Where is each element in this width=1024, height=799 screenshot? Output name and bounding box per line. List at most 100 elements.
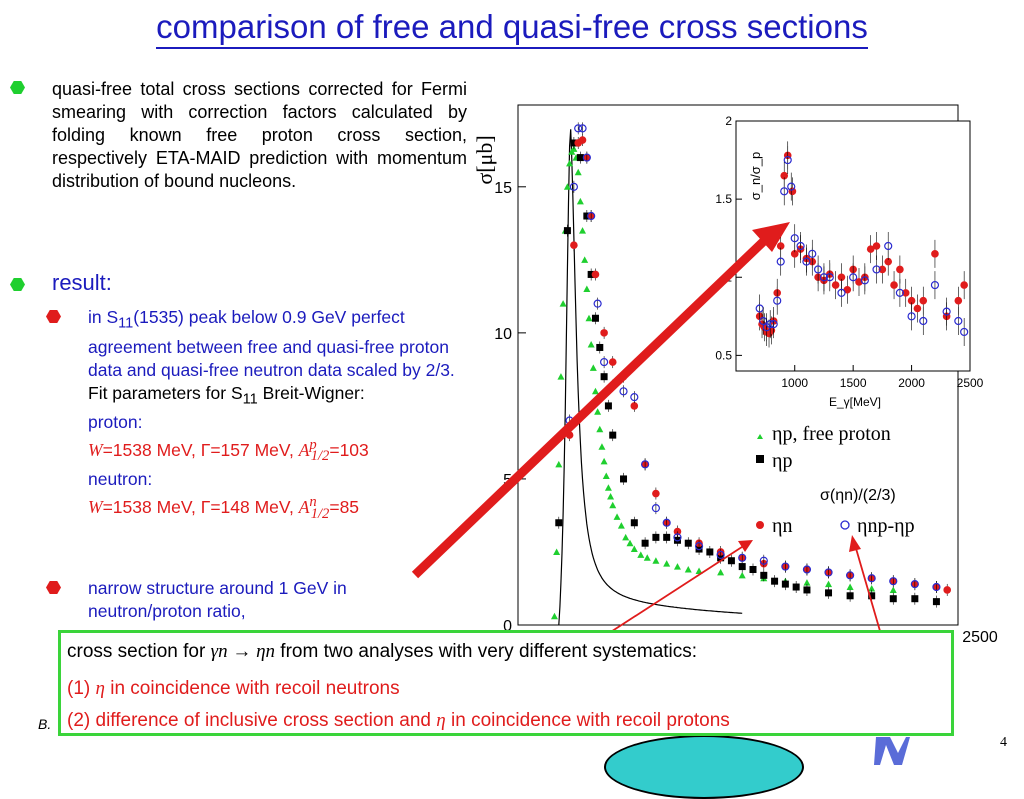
legend-etap: ηp [772,450,792,472]
main-point-0-48 [889,586,897,593]
figure-svg: σ[μb] 051015 2500 0.511.5210001500200025… [411,104,998,718]
inset-xtick-label: 2500 [957,376,984,390]
main-point-0-25 [604,484,612,491]
main-point-0-3 [557,373,565,380]
main-point-3-21 [824,568,833,577]
main-point-1-30 [846,592,854,600]
main-point-2-6 [591,270,600,279]
main-point-0-15 [583,285,591,293]
main-point-3-1 [569,182,578,191]
main-point-3-11 [641,460,650,469]
main-point-3-17 [738,553,747,562]
main-point-0-19 [591,387,599,395]
inset-point-1-21 [884,241,893,251]
legend: ηp, free proton ηp σ(ηn)/(2/3) ηn ηnp-ηp [756,423,915,537]
inset-point-0-21 [843,285,852,294]
main-point-1-14 [652,533,660,541]
legend-scaling: σ(ηn)/(2/3) [820,487,896,504]
main-point-1-34 [932,598,940,606]
inset-ytick-label: 2 [725,114,732,128]
main-point-1-8 [600,373,608,381]
main-point-2-10 [630,402,639,410]
inset-point-1-24 [919,316,928,326]
inset-point-1-14 [814,265,823,274]
main-point-0-6 [563,183,571,190]
main-point-1-0 [555,519,563,527]
main-ytick-label: 10 [494,326,512,343]
inset-point-1-8 [783,155,792,165]
main-point-1-21 [727,557,735,565]
main-point-0-32 [630,545,638,553]
inset-point-1-15 [819,273,829,282]
main-point-0-16 [585,314,593,322]
legend-marker-etap [756,455,764,463]
inset-xlabel: E_γ[MeV] [829,395,881,409]
logo-icon [874,737,910,765]
inset-point-0-19 [831,281,840,289]
inset-ytick-label: 1.5 [715,192,732,206]
main-point-1-23 [749,565,757,573]
main-ytick-label: 15 [494,180,512,197]
main-point-1-11 [620,475,628,483]
main-point-1-4 [583,212,591,220]
inset-point-0-11 [788,187,797,196]
inset-point-1-23 [907,312,916,321]
main-point-1-10 [609,431,617,439]
main-point-0-46 [846,583,854,591]
main-point-1-13 [641,539,649,547]
inset-point-1-6 [776,257,785,266]
main-point-3-13 [662,518,671,527]
inset-xtick-label: 1500 [840,376,867,390]
main-point-3-15 [694,542,704,551]
main-point-3-18 [759,556,768,565]
main-point-1-31 [868,592,876,600]
inset-point-1-27 [954,316,963,326]
main-point-1-27 [792,583,800,591]
legend-marker-etanp [840,520,850,530]
inset-point-1-7 [780,187,789,196]
main-point-0-30 [622,533,630,541]
main-point-0-28 [613,513,621,520]
main-point-0-39 [695,567,703,574]
inset-point-1-17 [837,288,846,297]
main-point-1-12 [630,519,638,527]
inset-point-1-5 [773,296,782,305]
main-point-0-18 [589,364,597,371]
main-point-2-7 [600,329,608,337]
inset-point-1-25 [930,280,940,290]
main-point-1-6 [591,314,599,322]
legend-etanp: ηnp-ηp [857,515,915,537]
main-point-0-40 [717,568,725,576]
inset-point-1-4 [769,320,778,329]
main-point-1-17 [684,539,692,547]
inset-point-1-16 [825,273,834,282]
main-point-0-4 [559,300,567,307]
inset-point-0-35 [931,250,939,258]
main-point-3-25 [910,580,919,589]
red-bullet-icon [46,581,61,594]
main-point-0-34 [643,554,651,561]
main-point-1-22 [738,563,746,571]
main-point-3-12 [651,504,660,513]
main-point-3-9 [619,387,628,396]
main-point-1-32 [889,595,897,603]
main-point-1-15 [663,533,671,541]
main-point-0-38 [684,565,692,573]
main-point-0-31 [626,539,634,547]
main-point-1-2 [570,139,578,147]
legend-free-proton: ηp, free proton [772,423,891,445]
footer-author: B. [38,716,52,732]
main-point-2-8 [608,358,617,366]
inset-point-0-28 [884,257,893,266]
main-point-0-45 [825,580,833,588]
inset-point-0-29 [890,281,898,289]
main-point-2-3 [578,136,587,144]
main-point-0-23 [600,457,608,465]
main-point-1-26 [781,580,789,588]
main-point-1-1 [563,227,571,235]
big-red-arrow-shaft [411,236,769,579]
inset-point-1-10 [790,234,799,243]
inset-xtick-label: 1000 [781,376,808,390]
inset-ytick-label: 0.5 [715,348,732,362]
